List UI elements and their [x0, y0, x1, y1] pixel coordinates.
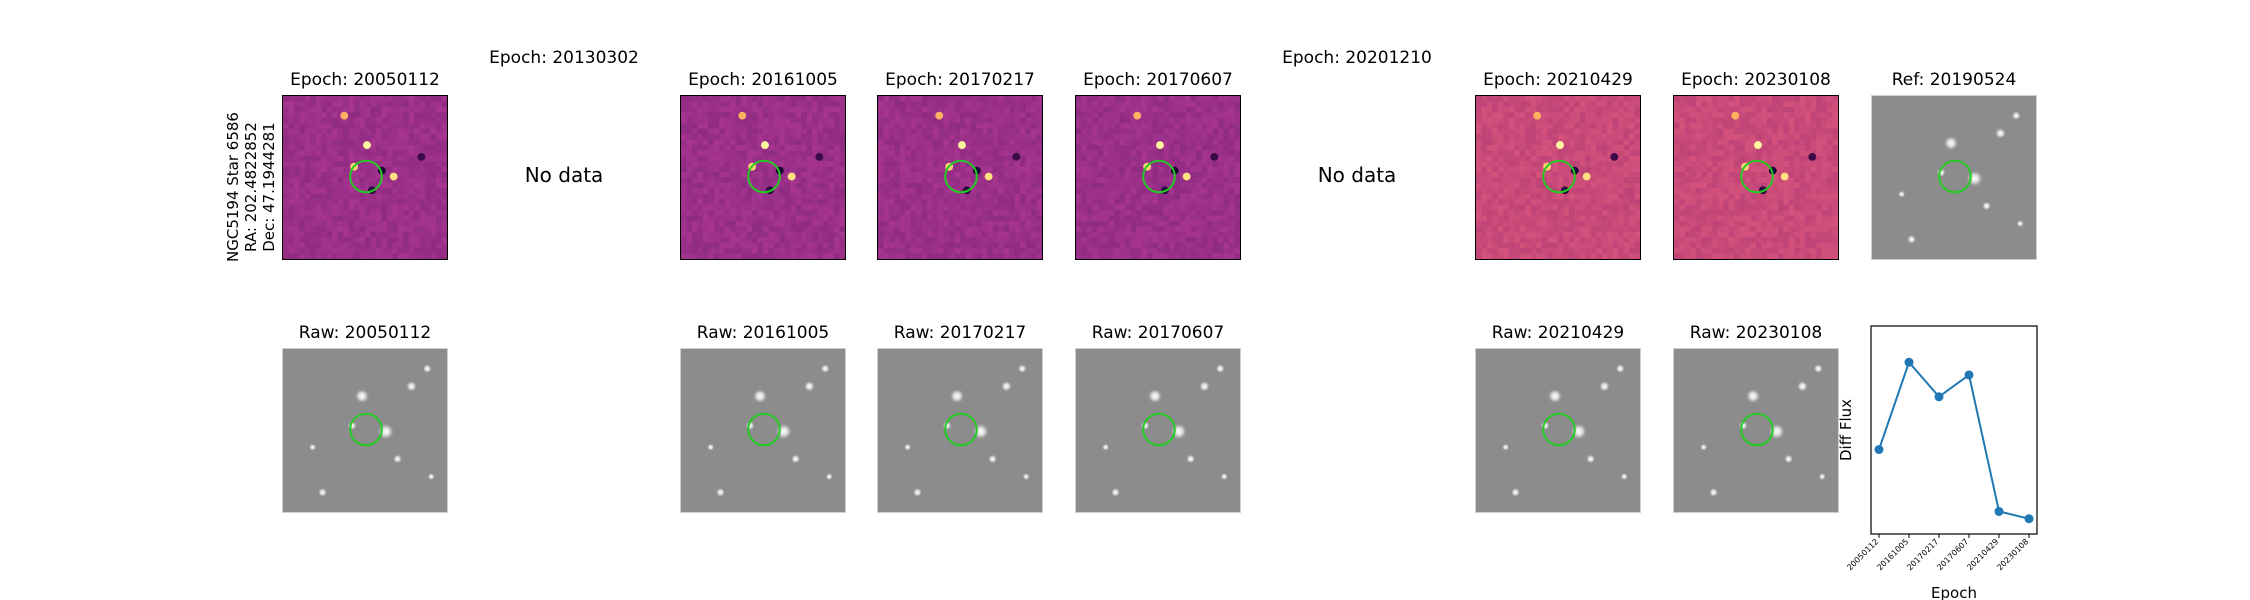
raw-title: Raw: 20170217 [893, 323, 1027, 343]
x-tick-label: 20230108 [1995, 537, 2030, 572]
epoch-title: Epoch: 20161005 [688, 70, 838, 90]
epoch-title: Epoch: 20130302 [489, 48, 639, 68]
difference-image [1673, 95, 1839, 260]
raw-title: Raw: 20170607 [1091, 323, 1225, 343]
difference-image [1075, 95, 1241, 260]
raw-title: Raw: 20230108 [1689, 323, 1823, 343]
raw-title: Raw: 20161005 [696, 323, 830, 343]
raw-image [282, 348, 448, 513]
reference-image [1871, 95, 2037, 260]
raw-image [1075, 348, 1241, 513]
raw-image [680, 348, 846, 513]
x-axis-label: Epoch [1931, 584, 1977, 600]
data-point [1904, 357, 1914, 367]
epoch-title: Epoch: 20050112 [290, 70, 440, 90]
epoch-title: Epoch: 20210429 [1483, 70, 1633, 90]
epoch-title: Epoch: 20170607 [1083, 70, 1233, 90]
reference-title: Ref: 20190524 [1891, 70, 2017, 90]
raw-title: Raw: 20210429 [1491, 323, 1625, 343]
data-point [1994, 506, 2004, 516]
raw-image [1673, 348, 1839, 513]
data-point [2024, 514, 2034, 524]
plot-frame [1870, 325, 2038, 535]
no-data-message: No data [524, 163, 604, 187]
data-point [1934, 392, 1944, 402]
epoch-title: Epoch: 20170217 [885, 70, 1035, 90]
difference-image [282, 95, 448, 260]
no-data-message: No data [1317, 163, 1397, 187]
difference-image [1475, 95, 1641, 260]
data-point [1964, 370, 1974, 380]
epoch-title: Epoch: 20230108 [1681, 70, 1831, 90]
epoch-title: Epoch: 20201210 [1282, 48, 1432, 68]
y-axis-label: Diff Flux [1837, 399, 1855, 461]
raw-image [877, 348, 1043, 513]
series-line [1878, 360, 2030, 520]
data-point [1874, 445, 1884, 455]
raw-title: Raw: 20050112 [298, 323, 432, 343]
difference-image [680, 95, 846, 260]
raw-image [1475, 348, 1641, 513]
difference-image [877, 95, 1043, 260]
